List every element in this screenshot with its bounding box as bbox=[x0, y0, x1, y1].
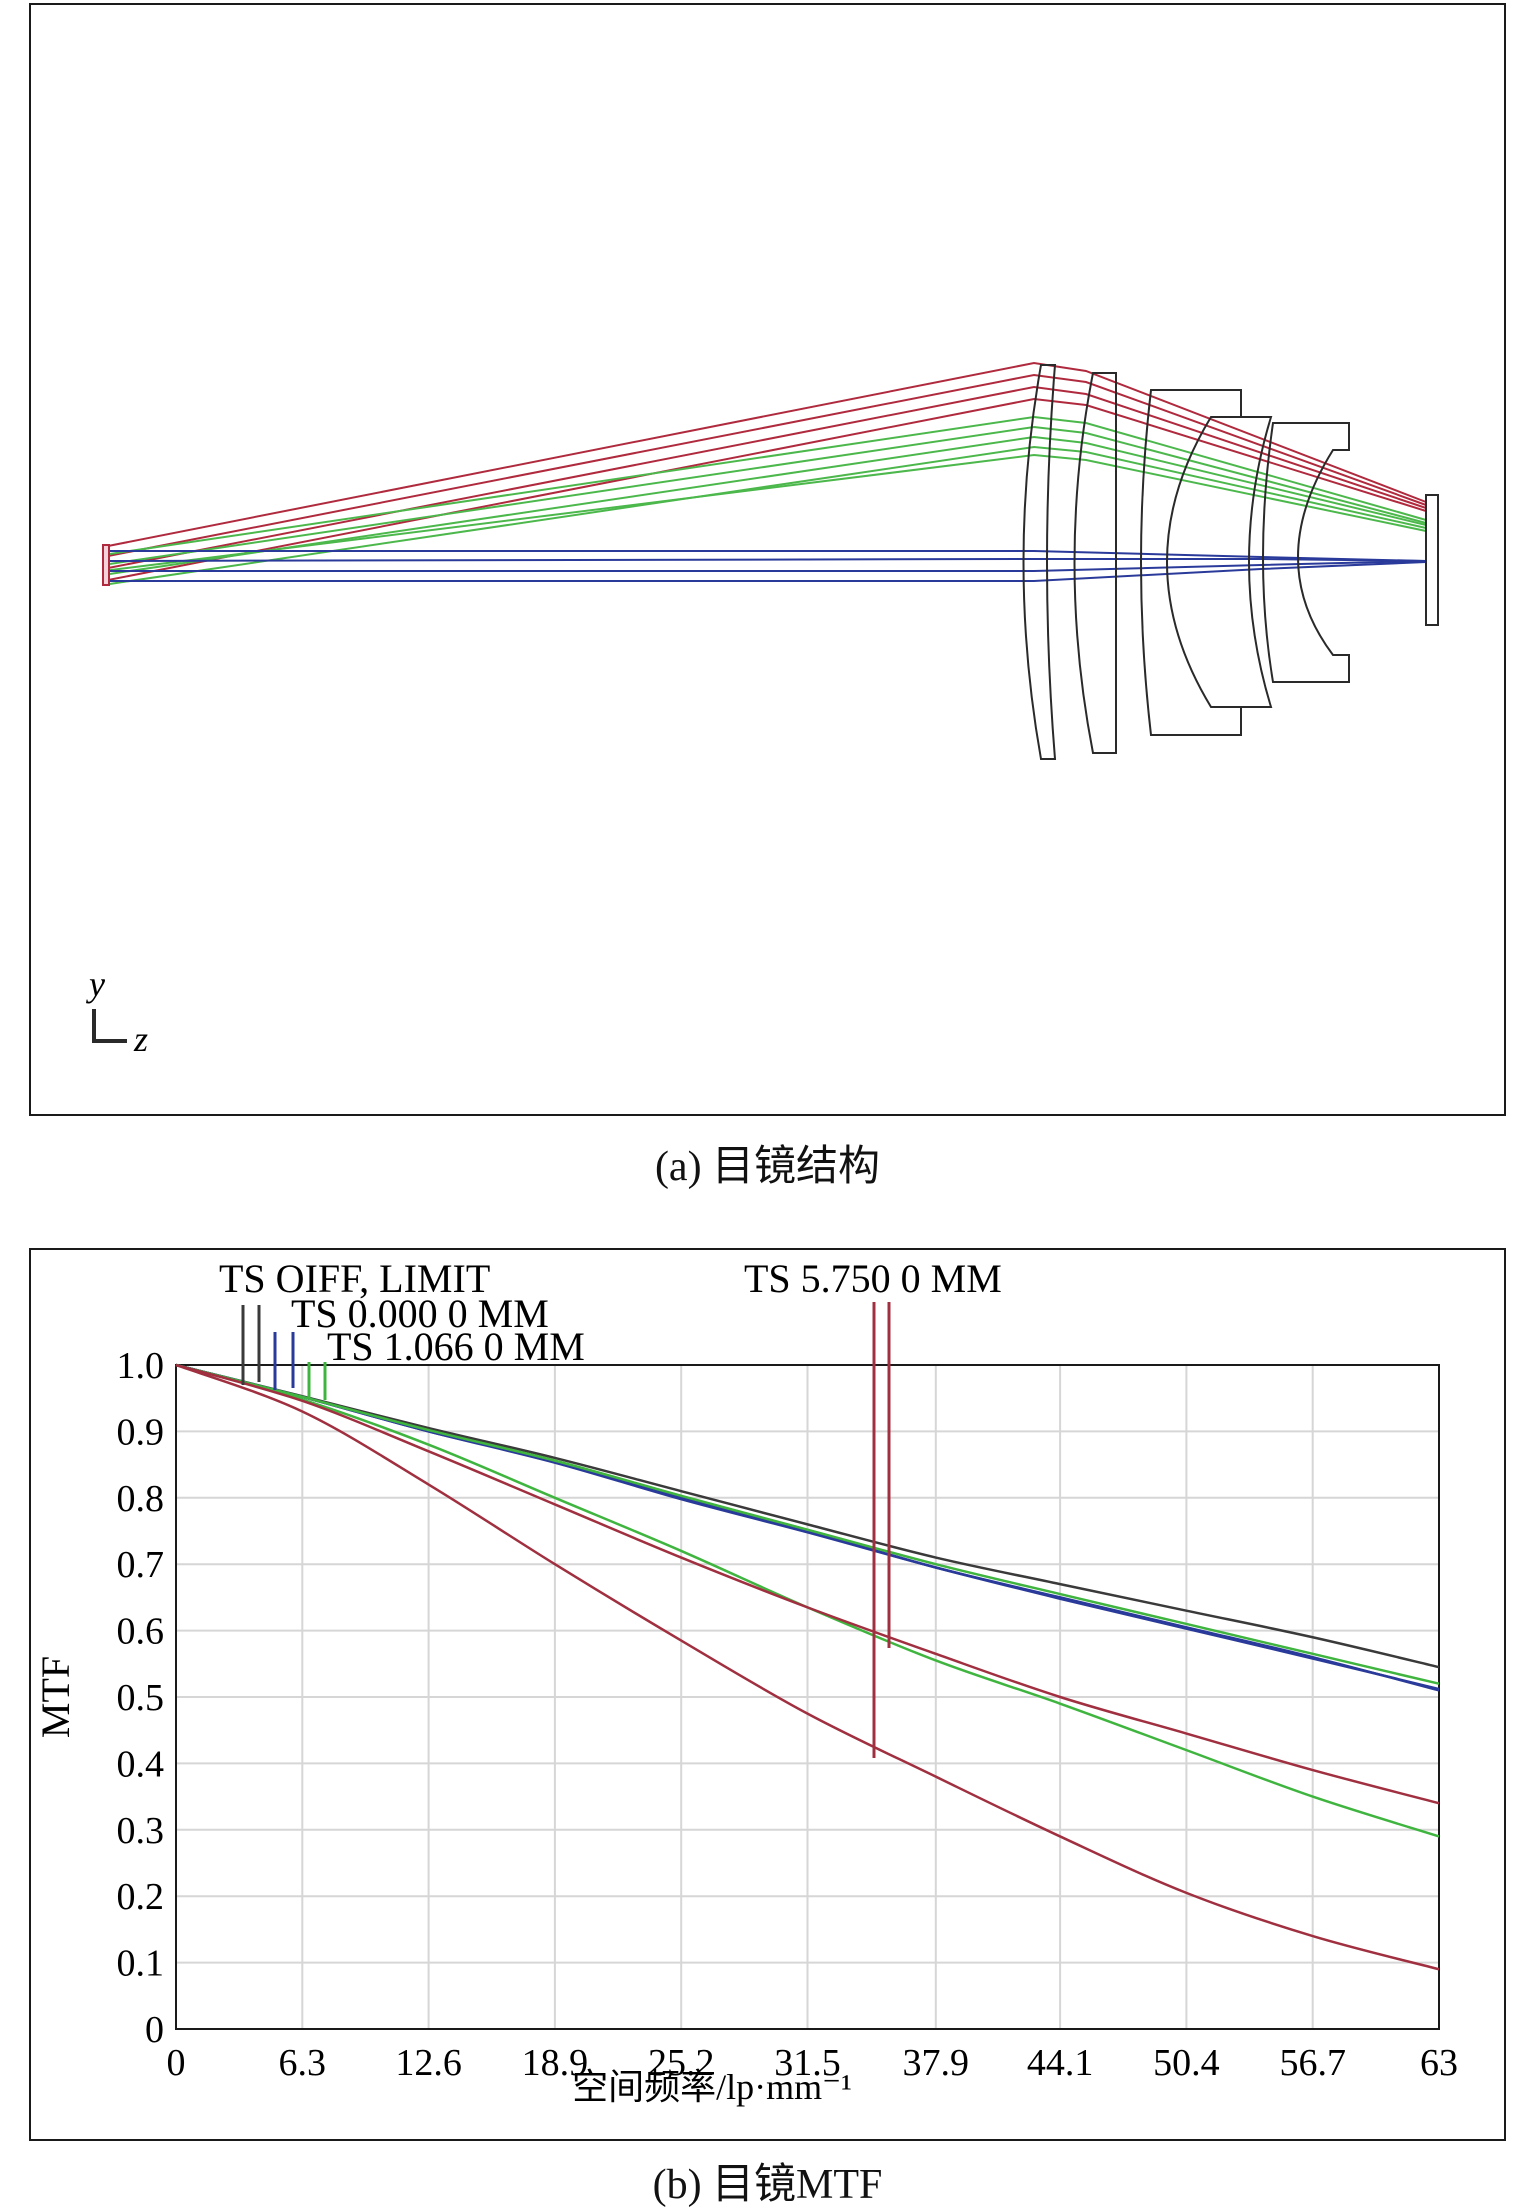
x-tick-label: 31.5 bbox=[774, 2042, 841, 2084]
y-tick-label: 0.7 bbox=[117, 1544, 165, 1586]
x-tick-label: 56.7 bbox=[1279, 2042, 1346, 2084]
y-tick-label: 0.8 bbox=[117, 1478, 165, 1520]
y-tick-label: 0.3 bbox=[117, 1810, 165, 1852]
legend-markers bbox=[241, 1302, 891, 1758]
eyepiece-structure-panel: y z bbox=[29, 3, 1506, 1116]
y-tick-label: 0.1 bbox=[117, 1943, 165, 1985]
axis-z-label: z bbox=[133, 1019, 148, 1059]
x-tick-label: 63 bbox=[1420, 2042, 1458, 2084]
lens-1 bbox=[1022, 364, 1057, 760]
object-plane bbox=[102, 544, 110, 586]
lens-elements bbox=[1022, 364, 1350, 760]
lens-5 bbox=[1262, 422, 1350, 683]
y-tick-label: 0 bbox=[145, 2009, 164, 2051]
legend-diff-limit: TS OIFF, LIMIT bbox=[219, 1256, 490, 1301]
mtf-series-line-0 bbox=[175, 1363, 1440, 1669]
triad-axes-icon bbox=[92, 1009, 127, 1043]
chart-ticks: 0 6.3 12.6 18.9 25.2 31.5 37.9 44.1 50.4 56.7 63 0 0… bbox=[117, 1345, 1459, 2084]
x-tick-label: 37.9 bbox=[903, 2042, 970, 2084]
image-plane bbox=[1425, 494, 1439, 626]
x-tick-label: 6.3 bbox=[279, 2042, 327, 2084]
y-tick-label: 0.9 bbox=[117, 1411, 165, 1453]
figure-b-caption: (b) 目镜MTF bbox=[652, 2162, 883, 2208]
legend-field-0: TS 0.000 0 MM bbox=[291, 1291, 549, 1336]
lens-2 bbox=[1073, 372, 1117, 754]
eyepiece-layout-diagram: y z bbox=[86, 361, 1439, 1059]
x-tick-label: 12.6 bbox=[395, 2042, 462, 2084]
x-tick-label: 18.9 bbox=[522, 2042, 589, 2084]
lens-3 bbox=[1140, 389, 1242, 736]
x-axis-label: 空间频率/lp·mm⁻¹ bbox=[572, 2067, 852, 2107]
y-axis-label: MTF bbox=[33, 1656, 78, 1738]
ray-bundle-on-axis bbox=[102, 550, 1427, 582]
y-tick-label: 0.2 bbox=[117, 1876, 165, 1918]
chart-series bbox=[175, 1363, 1440, 1971]
y-tick-label: 0.4 bbox=[117, 1743, 165, 1785]
x-tick-label: 0 bbox=[167, 2042, 186, 2084]
x-tick-label: 25.2 bbox=[648, 2042, 715, 2084]
mtf-series-line-3 bbox=[175, 1363, 1440, 1685]
chart-grid bbox=[176, 1365, 1439, 2029]
mtf-chart-panel: 0 6.3 12.6 18.9 25.2 31.5 37.9 44.1 50.4 56.7 63 0 0… bbox=[29, 1248, 1506, 2141]
legend-field-1: TS 1.066 0 MM bbox=[327, 1324, 585, 1369]
y-tick-label: 0.6 bbox=[117, 1611, 165, 1653]
y-tick-label: 1.0 bbox=[117, 1345, 165, 1387]
x-tick-label: 44.1 bbox=[1027, 2042, 1094, 2084]
mtf-series-line-5 bbox=[175, 1363, 1440, 1805]
x-tick-label: 50.4 bbox=[1153, 2042, 1220, 2084]
axis-y-label: y bbox=[86, 964, 105, 1004]
legend-field-2: TS 5.750 0 MM bbox=[744, 1256, 1002, 1301]
y-tick-label: 0.5 bbox=[117, 1677, 165, 1719]
mtf-chart: 0 6.3 12.6 18.9 25.2 31.5 37.9 44.1 50.4 56.7 63 0 0… bbox=[33, 1256, 1459, 2107]
coordinate-triad: y z bbox=[86, 964, 148, 1059]
lens-4 bbox=[1241, 416, 1273, 708]
ray-bundle-edge-field bbox=[102, 361, 1427, 582]
mtf-series-line-6 bbox=[175, 1363, 1440, 1971]
plot-frame bbox=[175, 1364, 1440, 2030]
figure-a-caption: (a) 目镜结构 bbox=[654, 1144, 881, 1190]
